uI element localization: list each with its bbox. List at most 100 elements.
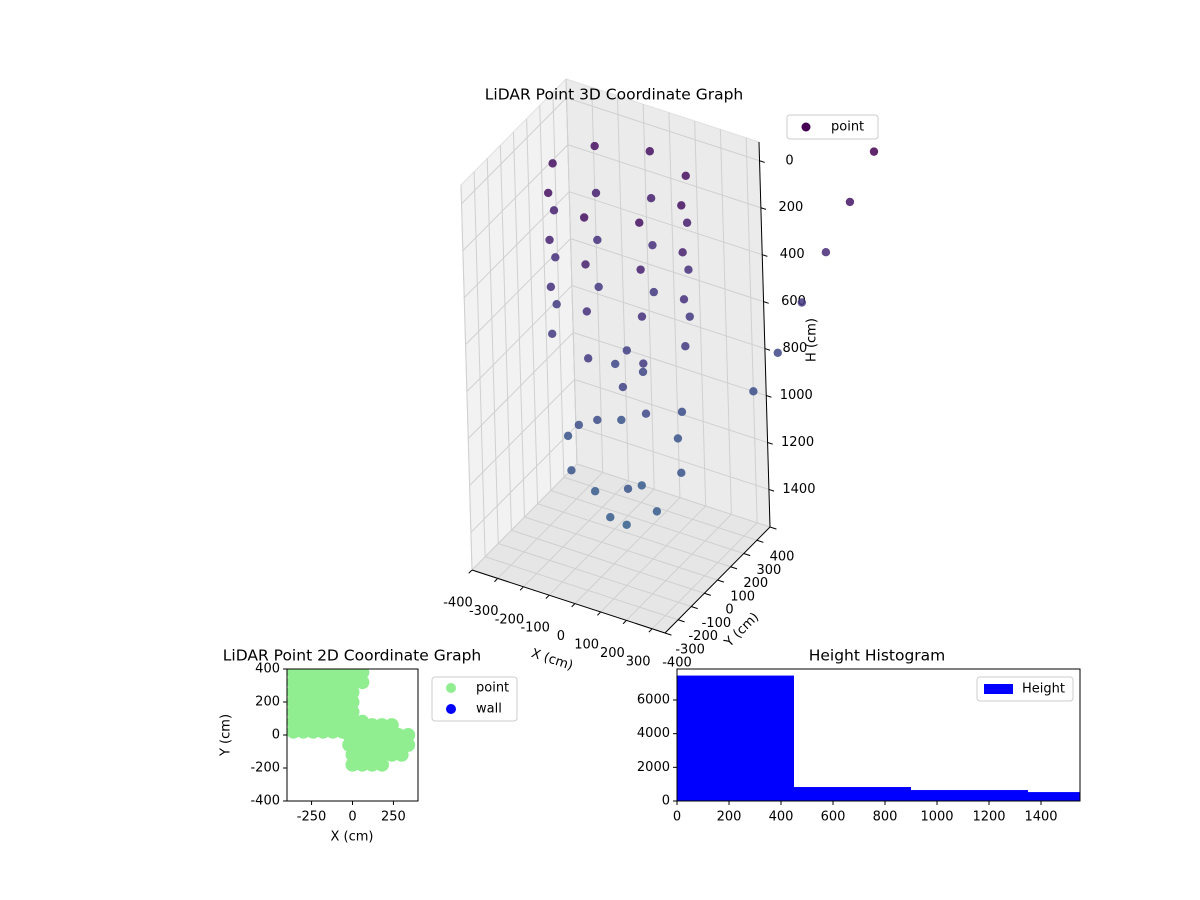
y-tick-label: 0 [725,603,733,618]
tick-mark [768,488,775,492]
legend-marker [984,684,1013,694]
legend-marker [446,683,456,693]
tick-mark [571,603,576,608]
x-tick-label: 250 [381,810,406,825]
y-tick-label: -300 [675,642,705,657]
point [401,737,416,752]
point [325,724,340,739]
chart-title: LiDAR Point 3D Coordinate Graph [485,86,743,104]
grid-line [668,112,681,498]
bar [911,790,1028,801]
tick-mark [648,628,653,633]
point [306,704,321,719]
point [345,675,360,690]
point [869,147,879,156]
tick-mark [764,348,771,351]
grid-line [573,332,767,397]
point [306,675,321,690]
x-tick-label: 1400 [1024,810,1057,825]
grid-line [591,87,604,473]
z-tick-label: 1400 [782,482,815,497]
x-tick-label: 0 [673,810,681,825]
grid-line [566,97,760,162]
tick-mark [717,579,725,583]
x-tick-label: 400 [769,810,794,825]
legend-box [976,676,1074,702]
y-tick-label: -200 [688,629,718,644]
point [296,675,311,690]
point [287,675,301,690]
point [548,329,557,339]
point [325,695,340,709]
point [355,675,370,690]
tick-mark [664,632,672,636]
legend-marker [801,122,811,132]
point [316,724,331,739]
point [845,197,855,207]
legend-marker [446,704,456,714]
grid-line [616,95,629,481]
grid-line [567,144,762,209]
grid-line [469,379,575,486]
point [306,685,321,700]
point [352,728,367,742]
point [287,695,301,709]
y-tick-label: -400 [250,794,280,809]
point [797,298,807,307]
grid-line [719,129,732,515]
x-tick-label: 200 [717,810,742,825]
grid-line [576,463,771,528]
y-tick-label: 4000 [637,726,670,741]
points [287,669,416,772]
grid-line [642,104,655,490]
tick-mark [769,526,777,530]
point [296,695,311,709]
point [567,466,576,475]
point [618,382,628,392]
point [345,695,360,709]
y-tick-label: 100 [730,589,755,604]
point [345,747,360,762]
x-tick-label: 300 [626,654,651,669]
y-tick-label: 200 [255,695,280,710]
x-tick-label: -250 [297,810,327,825]
point [563,431,573,441]
tick-mark [468,569,473,574]
grid-line [460,184,473,571]
point [306,695,321,709]
grid-line [470,426,577,533]
y-tick-label: -200 [250,761,280,776]
y-tick-label: 0 [272,728,280,743]
point [543,188,553,198]
z-tick-label: 0 [785,153,793,168]
y-axis-label: Y (cm) [219,714,234,757]
grid-line [473,171,486,557]
point [622,520,631,529]
tick-mark [767,442,773,445]
point [591,188,601,198]
point [677,407,687,417]
x-tick-label: -100 [520,621,550,636]
point [684,265,693,274]
grid-line [539,105,552,491]
point [335,685,350,700]
point [652,507,662,516]
x-tick-label: 200 [600,646,625,661]
x-tick-label: 0 [348,810,356,825]
z-tick-label: 200 [778,200,803,215]
point [365,747,380,762]
z-tick-label: 1200 [781,435,814,450]
point [342,728,357,742]
x-tick-label: -200 [495,612,525,627]
tick-mark [519,586,524,591]
point [611,359,620,369]
point [773,348,782,357]
legend: point wall [431,676,518,722]
point [649,287,659,297]
point [394,747,409,762]
grid-line [461,97,567,205]
grid-line [569,191,763,256]
point [682,218,692,227]
